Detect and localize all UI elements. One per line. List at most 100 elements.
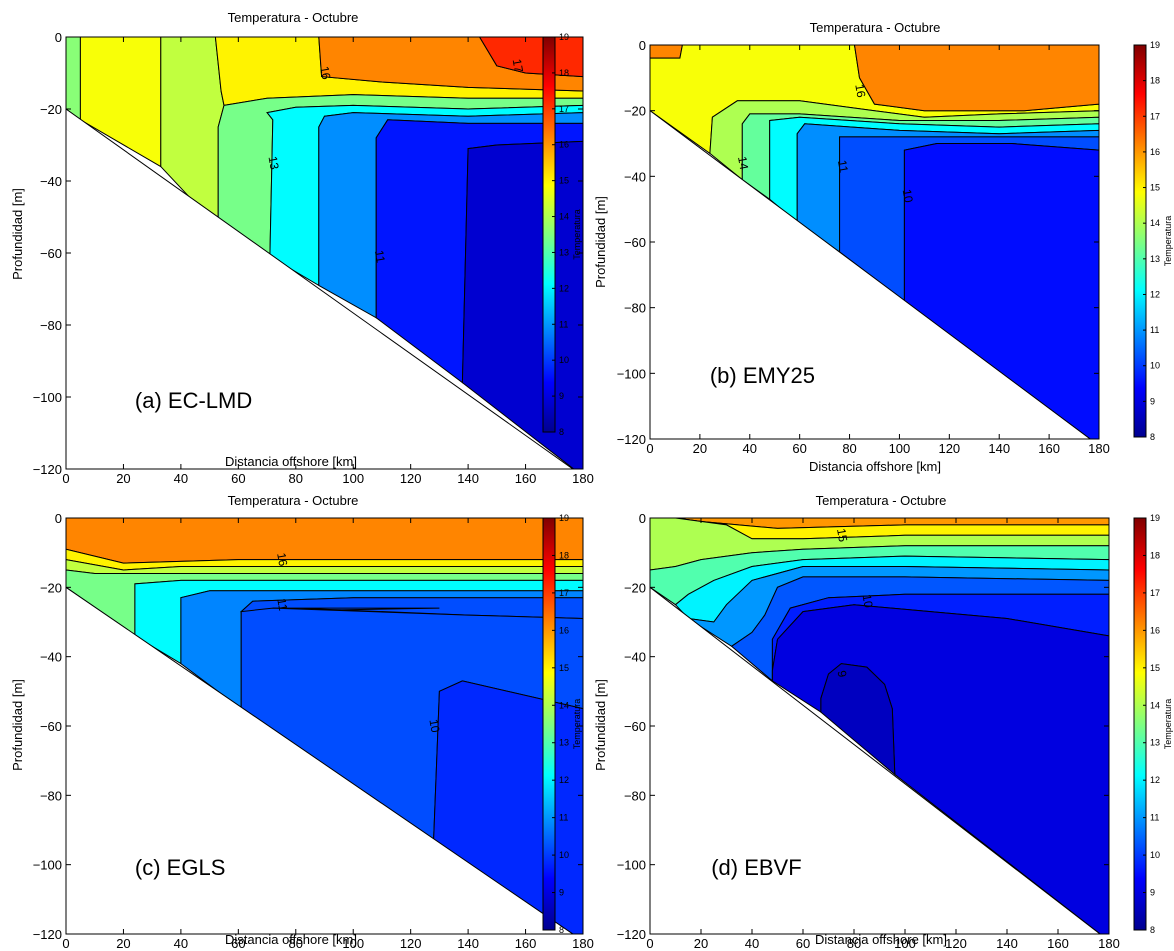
colorbar-tick-label: 13	[559, 738, 569, 748]
x-axis-label: Distancia offshore [km]	[225, 932, 357, 947]
contour-label: 16	[274, 552, 290, 568]
x-tick-label: 60	[796, 936, 810, 951]
x-tick-label: 160	[515, 936, 537, 951]
contour-fill: 15 10 9	[650, 518, 1109, 934]
x-tick-label: 140	[988, 441, 1010, 456]
chart-title: Temperatura - Octubre	[228, 493, 359, 508]
x-tick-label: 180	[572, 471, 594, 486]
x-tick-label: 120	[945, 936, 967, 951]
contour-label: 11	[835, 159, 851, 174]
x-tick-label: 40	[743, 441, 757, 456]
x-tick-label: 0	[62, 471, 69, 486]
x-tick-label: 80	[289, 471, 303, 486]
colorbar-tick-label: 14	[1150, 700, 1160, 710]
seabed-line	[66, 586, 574, 934]
y-tick-label: −60	[624, 719, 646, 734]
x-tick-label: 100	[342, 936, 364, 951]
x-tick-label: 160	[515, 471, 537, 486]
contour-region	[853, 45, 1099, 112]
colorbar-tick-label: 10	[559, 850, 569, 860]
colorbar-tick-label: 8	[559, 427, 564, 437]
contour-label: 17	[510, 58, 526, 74]
y-tick-label: −40	[40, 174, 62, 189]
x-tick-label: 40	[174, 936, 188, 951]
contour-label: 10	[900, 188, 916, 204]
y-tick-label: −100	[33, 858, 62, 873]
contour-label: 9	[835, 669, 850, 678]
colorbar	[542, 36, 556, 433]
chart-title: Temperatura - Octubre	[228, 10, 359, 25]
colorbar-tick-label: 8	[1150, 925, 1155, 935]
contour-label: 16	[852, 83, 868, 99]
panel-d: 15 10 9 0 20 40 60 80 100 120 140 160 180 0 −20 −40 −60 −…	[593, 493, 1173, 951]
colorbar-tick-label: 17	[1150, 111, 1160, 121]
colorbar-label: Temperatura	[1163, 699, 1173, 750]
colorbar-tick-label: 19	[1150, 40, 1160, 50]
contour-label: 15	[834, 527, 850, 543]
y-tick-label: −40	[624, 650, 646, 665]
contour-region	[66, 518, 583, 564]
colorbar-tick-label: 15	[559, 663, 569, 673]
y-axis-label: Profundidad [m]	[10, 188, 25, 280]
contour-fill: 13 11 16 17	[66, 37, 583, 469]
colorbar-tick-label: 13	[559, 247, 569, 257]
x-tick-label: 20	[116, 936, 130, 951]
colorbar-tick-label: 12	[559, 775, 569, 785]
x-tick-label: 100	[894, 936, 916, 951]
y-tick-label: −100	[617, 366, 646, 381]
x-tick-label: 0	[646, 936, 653, 951]
colorbar-tick-label: 13	[1150, 254, 1160, 264]
y-tick-label: −60	[40, 719, 62, 734]
x-tick-label: 60	[231, 936, 245, 951]
seabed-line	[66, 108, 574, 469]
colorbar-tick-label: 10	[1150, 361, 1160, 371]
colorbar-tick-label: 15	[1150, 183, 1160, 193]
panel-a: 13 11 16 17 0 20 40 60 80 100 120 140 160 180 0 −20 −40 −…	[10, 10, 594, 486]
x-tick-label: 80	[847, 936, 861, 951]
x-tick-label: 180	[1088, 441, 1110, 456]
x-tick-label: 120	[400, 936, 422, 951]
colorbar-tick-label: 11	[1150, 813, 1159, 823]
x-tick-label: 0	[646, 441, 653, 456]
colorbar-tick-label: 10	[1150, 850, 1160, 860]
contour-region	[66, 37, 81, 121]
colorbar-tick-label: 16	[1150, 625, 1160, 635]
colorbar-tick-label: 19	[1150, 513, 1160, 523]
colorbar-tick-label: 15	[559, 176, 569, 186]
contour-fill: 16 14 11 10	[650, 45, 1099, 439]
x-tick-label: 80	[289, 936, 303, 951]
colorbar-tick-label: 11	[559, 319, 568, 329]
x-tick-label: 0	[62, 936, 69, 951]
colorbar-tick-label: 16	[1150, 147, 1160, 157]
colorbar-tick-label: 14	[559, 700, 569, 710]
colorbar-tick-label: 17	[559, 588, 569, 598]
y-tick-label: −120	[617, 432, 646, 447]
y-tick-label: 0	[55, 511, 62, 526]
y-tick-label: −20	[624, 580, 646, 595]
panel-label: (a) EC-LMD	[135, 388, 252, 413]
colorbar-tick-label: 13	[1150, 738, 1160, 748]
contour-region	[650, 45, 683, 59]
x-tick-label: 140	[996, 936, 1018, 951]
contour-label: 14	[735, 155, 751, 171]
y-tick-label: 0	[55, 30, 62, 45]
y-tick-label: −20	[624, 104, 646, 119]
y-tick-label: 0	[639, 38, 646, 53]
y-axis-label: Profundidad [m]	[593, 196, 608, 288]
contour-region	[820, 663, 896, 776]
colorbar-tick-label: 12	[1150, 289, 1160, 299]
y-tick-label: −40	[40, 650, 62, 665]
y-tick-label: −120	[33, 462, 62, 477]
y-axis-label: Profundidad [m]	[593, 679, 608, 771]
x-tick-label: 160	[1047, 936, 1069, 951]
y-tick-label: −40	[624, 169, 646, 184]
contour-label: 11	[274, 597, 290, 612]
colorbar-label: Temperatura	[572, 699, 582, 750]
colorbar-tick-label: 18	[1150, 76, 1160, 86]
colorbar	[1133, 44, 1147, 438]
x-tick-label: 40	[745, 936, 759, 951]
colorbar	[542, 517, 556, 931]
x-tick-label: 20	[694, 936, 708, 951]
chart-title: Temperatura - Octubre	[816, 493, 947, 508]
